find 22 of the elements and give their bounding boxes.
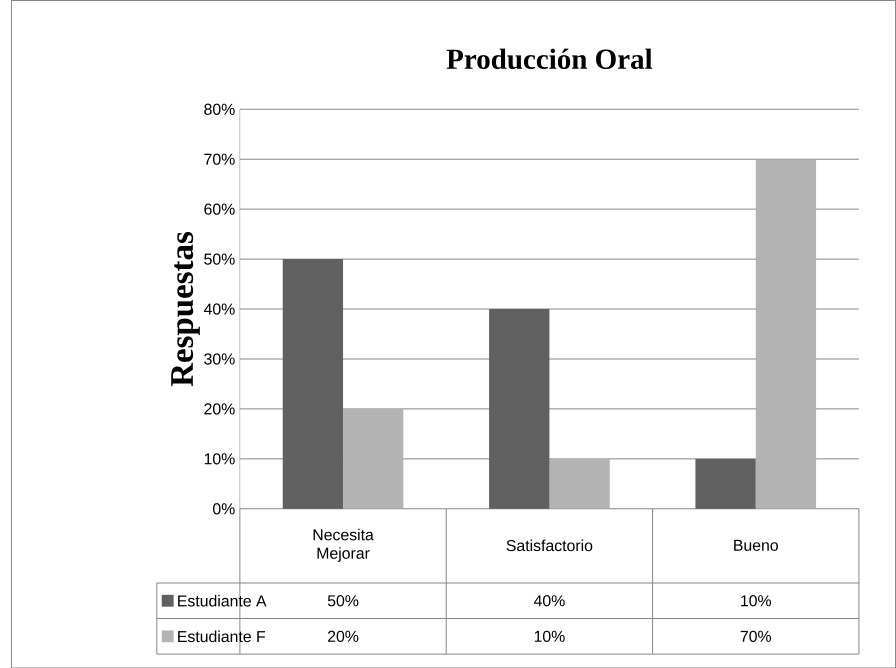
data-label: 10% bbox=[741, 594, 772, 606]
y-tick-label: 20% bbox=[204, 403, 235, 414]
legend-label: Estudiante A bbox=[178, 594, 267, 606]
legend-label: Estudiante F bbox=[178, 630, 266, 642]
y-tick-label: 80% bbox=[204, 103, 235, 115]
chart-title: Producción Oral bbox=[446, 48, 652, 69]
y-tick-label: 0% bbox=[212, 502, 235, 514]
y-tick-label: 30% bbox=[204, 353, 235, 364]
y-tick-label: 60% bbox=[204, 203, 235, 215]
x-tick-label: Bueno bbox=[734, 540, 778, 551]
y-tick-label: 10% bbox=[204, 453, 235, 464]
y-axis-title: Respuestas bbox=[171, 232, 200, 386]
x-tick-label: Necesita Mejorar bbox=[314, 528, 374, 562]
data-label: 20% bbox=[328, 630, 358, 642]
y-tick-label: 40% bbox=[204, 303, 235, 314]
data-label: 70% bbox=[740, 630, 772, 642]
data-label: 50% bbox=[328, 594, 358, 606]
data-label: 40% bbox=[534, 594, 565, 606]
y-tick-label: 70% bbox=[204, 153, 235, 165]
x-tick-label: Satisfactorio bbox=[506, 539, 592, 551]
data-label: 10% bbox=[534, 630, 565, 642]
y-tick-label: 50% bbox=[204, 253, 235, 264]
